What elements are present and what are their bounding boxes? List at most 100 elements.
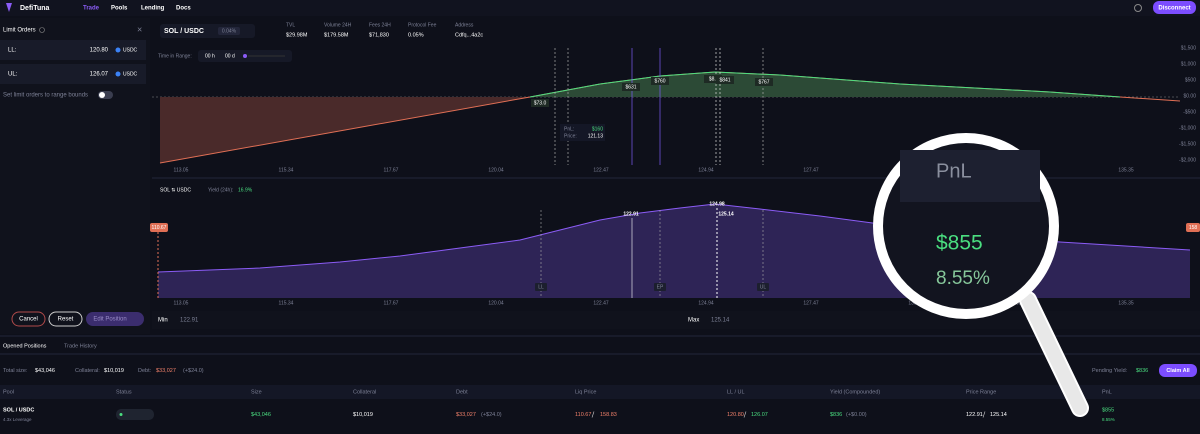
token: USDC [123,47,138,53]
x-tick-label: 122.47 [593,167,609,173]
y-tick-label: $1,000 [1181,61,1197,67]
cell-ul: 126.07 [751,412,768,418]
range-marker: 124.98 [709,201,725,207]
cancel-button[interactable] [11,311,46,327]
cell-leverage: 4.3x Leverage [3,417,32,422]
column-header: Pool [3,389,14,395]
annotation-box [531,99,549,107]
edit-label: Edit Position [93,317,126,323]
nav-link[interactable]: Pools [111,6,128,12]
y-tick-label: -$500 [1183,109,1196,115]
edit-button[interactable] [86,312,144,326]
info-icon [39,27,45,33]
tooltip-label: PnL: [564,126,574,132]
annotation-box [704,75,722,83]
cell-pnl-pct: 8.55% [1102,417,1115,422]
stat-value: $179.58M [324,32,349,38]
settings-icon[interactable] [1134,4,1142,12]
disconnect-label: Disconnect [1158,6,1190,12]
nav-link[interactable]: Docs [176,6,191,12]
min-label: Min [158,318,168,324]
x-tick-label: 122.47 [593,300,609,306]
table-header [0,385,1200,399]
claim-button[interactable] [1159,364,1197,377]
column-header: Collateral [353,389,376,395]
pair: SOL / USDC [164,28,204,35]
nav-link[interactable]: Lending [141,6,165,12]
annotation-box [716,76,734,84]
flag-box [654,283,666,291]
x-tick-label: 115.34 [279,300,294,306]
flag: LL [538,284,544,290]
yield-value: 16.9% [238,187,253,193]
cell-range-low: 122.91 [966,412,983,418]
tab[interactable]: Trade History [64,343,97,349]
status-dot [119,413,123,416]
tooltip-value: $160 [592,126,603,132]
range-lines [554,48,764,165]
profit-area [530,72,1120,97]
fee: 0.04% [222,28,237,34]
summary-pending: $836 [1136,368,1148,374]
magnifier-label: PnL [936,160,972,182]
min-value[interactable]: 122.91 [180,318,199,324]
summary-total: $43,046 [35,368,55,374]
yield-label: Yield (24h): [208,187,233,193]
magnifier-value: $855 [936,232,983,255]
x-tick-label: 124.94 [698,300,714,306]
pnl-curve-profit [529,71,1121,98]
ll-input[interactable] [0,40,146,60]
x-tick-label: 113.05 [174,300,189,306]
reset-button[interactable] [48,311,83,327]
liq-badge [1186,223,1200,232]
cell-pool: SOL / USDC [3,407,34,413]
cell-liq-low: 110.67 [575,412,591,418]
cancel-label: Cancel [19,317,38,323]
panel-title: Limit Orders [3,28,36,34]
status-badge [116,409,154,420]
disconnect-button[interactable] [1153,1,1196,14]
separator [591,411,595,418]
x-tick-label: 117.67 [384,300,399,306]
magnifier-header [900,150,1040,202]
annotation: $8.. [709,76,717,82]
tooltip-value: 121.13 [588,133,604,139]
range-pair: SOL ⇅ USDC [160,187,191,193]
ul-input[interactable] [0,64,146,84]
x-tick-label: 120.04 [488,167,504,173]
nav-bar [0,0,1200,16]
magnifier-percent: 8.55% [936,268,990,289]
magnifier-handle-inner [1021,293,1087,415]
column-header: Price Range [966,389,996,395]
liq-badge [150,223,168,232]
ul-value: 126.07 [90,72,109,78]
max-value[interactable]: 125.14 [711,318,730,324]
x-tick-label: 120.04 [488,300,504,306]
ll-value: 120.80 [90,48,109,54]
summary-collateral-label: Collateral: [75,368,100,374]
flag-box [757,283,769,291]
stat-label: Address [455,22,474,28]
range-marker: 122.91 [623,211,639,217]
ul-label: UL: [8,72,18,78]
x-tick-label: 127.47 [803,300,819,306]
cell-liq-high: 158.83 [600,412,617,418]
stat-value: 0.05% [408,32,424,38]
column-header: Debt [456,389,468,395]
summary-total-label: Total size: [3,368,28,374]
column-header: Status [116,389,132,395]
toggle-knob [99,92,105,98]
stat-label: Protocol Fee [408,22,437,28]
annotation: $73.0 [534,100,547,106]
cell-pnl: $855 [1102,407,1114,413]
tab-active[interactable]: Opened Positions [3,343,47,349]
cell-collateral: $10,019 [353,412,373,418]
close-icon[interactable]: × [137,24,142,34]
annotation: $767 [758,79,769,85]
cell-range-high: 125.14 [990,412,1007,418]
nav-link[interactable]: Trade [83,6,100,12]
toggle-label: Set limit orders to range bounds [3,93,88,99]
reset-label: Reset [58,317,74,323]
y-tick-label: $0.00 [1183,93,1196,99]
